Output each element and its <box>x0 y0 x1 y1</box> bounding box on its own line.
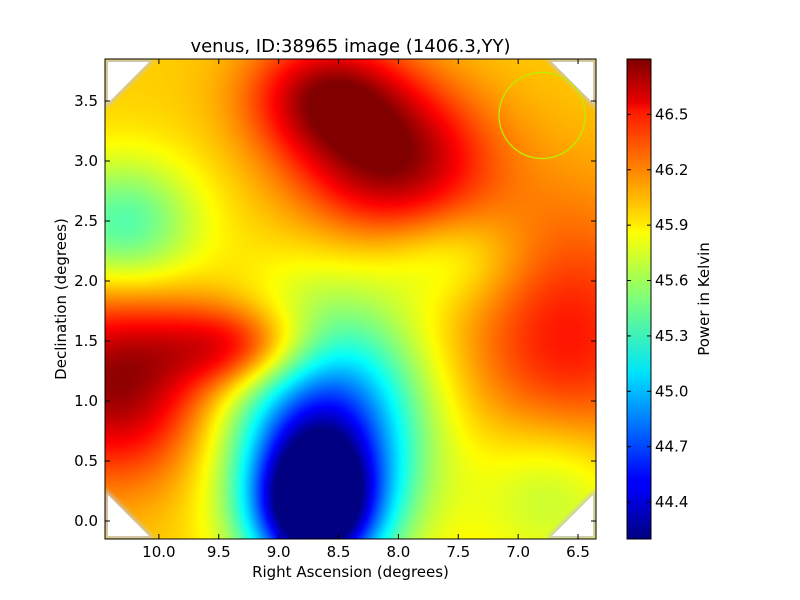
x-tick-label: 7.0 <box>506 543 530 561</box>
x-tick-label: 8.5 <box>327 543 351 561</box>
x-tick-label: 9.0 <box>267 543 291 561</box>
x-axis-label: Right Ascension (degrees) <box>252 563 449 581</box>
colorbar-tick-label: 46.2 <box>655 161 688 179</box>
colorbar-tick-label: 45.6 <box>655 272 688 290</box>
beam-circle <box>498 71 586 160</box>
colorbar-label: Power in Kelvin <box>695 242 713 356</box>
colorbar-tick-label: 44.4 <box>655 493 688 511</box>
y-tick-label: 3.0 <box>74 152 98 170</box>
x-tick-label: 6.5 <box>566 543 590 561</box>
x-tick-label: 9.5 <box>207 543 231 561</box>
colorbar-ticks: 44.4 44.7 45.0 45.3 45.6 45.9 46.2 46.5 <box>627 105 688 511</box>
corner-mask <box>552 495 593 536</box>
y-tick-label: 3.5 <box>74 92 98 110</box>
colorbar-tick-label: 44.7 <box>655 438 688 456</box>
y-tick-label: 0.5 <box>74 452 98 470</box>
heatmap-image <box>105 59 596 539</box>
corner-mask <box>552 62 593 103</box>
colorbar-tick-label: 45.0 <box>655 382 688 400</box>
y-axis-label: Declination (degrees) <box>52 218 70 380</box>
y-tick-label: 0.0 <box>74 512 98 530</box>
colorbar-tick-label: 46.5 <box>655 105 688 123</box>
chart-title: venus, ID:38965 image (1406.3,YY) <box>190 36 510 57</box>
y-tick-label: 1.5 <box>74 332 98 350</box>
x-tick-label: 8.0 <box>386 543 410 561</box>
y-tick-label: 1.0 <box>74 392 98 410</box>
corner-mask <box>108 62 149 103</box>
y-tick-label: 2.5 <box>74 212 98 230</box>
colorbar <box>626 58 652 540</box>
plot-frame <box>104 58 597 540</box>
y-tick-label: 2.0 <box>74 272 98 290</box>
colorbar-tick-label: 45.9 <box>655 216 688 234</box>
masked-corners <box>105 59 596 539</box>
x-tick-label: 10.0 <box>142 543 175 561</box>
corner-mask <box>108 495 149 536</box>
y-axis-ticks: 0.0 0.5 1.0 1.5 2.0 2.5 3.0 3.5 <box>74 92 596 530</box>
x-axis-ticks: 10.0 9.5 9.0 8.5 8.0 7.5 7.0 6.5 <box>142 59 590 561</box>
colorbar-tick-label: 45.3 <box>655 327 688 345</box>
x-tick-label: 7.5 <box>446 543 470 561</box>
